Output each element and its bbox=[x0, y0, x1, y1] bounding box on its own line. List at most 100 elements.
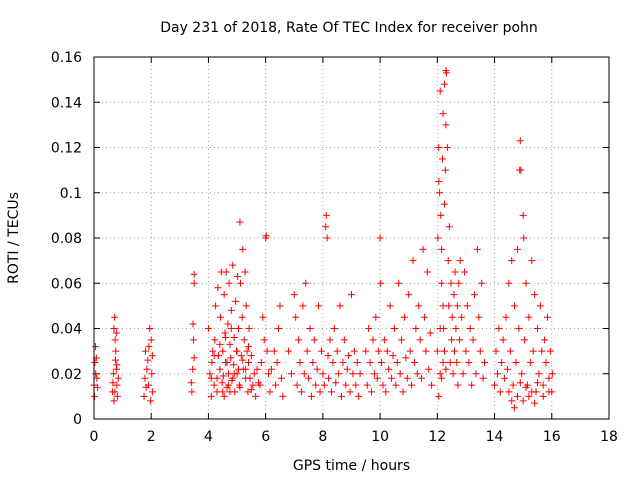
data-point bbox=[398, 336, 406, 344]
data-point bbox=[438, 374, 446, 382]
data-point bbox=[210, 352, 218, 360]
data-point bbox=[207, 392, 215, 400]
data-point bbox=[516, 137, 524, 145]
data-point bbox=[438, 155, 446, 163]
data-point bbox=[320, 381, 328, 389]
data-point bbox=[270, 347, 278, 355]
data-point bbox=[230, 334, 238, 342]
data-point bbox=[210, 381, 218, 389]
data-point bbox=[366, 358, 374, 366]
data-point bbox=[189, 320, 197, 328]
data-point bbox=[236, 383, 244, 391]
data-point bbox=[111, 388, 119, 396]
data-point bbox=[435, 392, 443, 400]
data-point bbox=[378, 358, 386, 366]
data-point bbox=[343, 365, 351, 373]
data-point bbox=[502, 313, 510, 321]
x-axis-title: GPS time / hours bbox=[293, 458, 410, 474]
data-point bbox=[448, 336, 456, 344]
data-point bbox=[246, 374, 254, 382]
data-point bbox=[219, 372, 227, 380]
data-point bbox=[388, 374, 396, 382]
data-point bbox=[528, 388, 536, 396]
data-point bbox=[478, 279, 486, 287]
data-point bbox=[509, 381, 517, 389]
data-point bbox=[322, 211, 330, 219]
data-point bbox=[406, 347, 414, 355]
data-point bbox=[451, 268, 459, 276]
data-point bbox=[305, 374, 313, 382]
data-point bbox=[439, 302, 447, 310]
data-point bbox=[420, 313, 428, 321]
data-point bbox=[113, 381, 121, 389]
data-point bbox=[433, 347, 441, 355]
data-point bbox=[299, 302, 307, 310]
data-point bbox=[529, 347, 537, 355]
data-point bbox=[456, 336, 464, 344]
data-point bbox=[142, 383, 150, 391]
data-point bbox=[236, 218, 244, 226]
data-point bbox=[147, 336, 155, 344]
data-point bbox=[377, 279, 385, 287]
data-point bbox=[448, 313, 456, 321]
data-point bbox=[214, 284, 222, 292]
data-point bbox=[548, 370, 556, 378]
data-point bbox=[227, 306, 235, 314]
data-point bbox=[499, 336, 507, 344]
data-point bbox=[402, 354, 410, 362]
data-point bbox=[425, 365, 433, 373]
data-point bbox=[409, 257, 417, 265]
data-point bbox=[306, 325, 314, 332]
data-point bbox=[512, 358, 520, 366]
data-point bbox=[220, 392, 228, 400]
data-point bbox=[111, 336, 119, 344]
data-point bbox=[542, 358, 550, 366]
data-point bbox=[112, 365, 120, 373]
data-point bbox=[224, 381, 232, 389]
x-tick-label: 0 bbox=[90, 429, 99, 445]
data-point bbox=[216, 340, 224, 348]
y-tick-label: 0.1 bbox=[60, 186, 82, 202]
data-point bbox=[211, 336, 219, 344]
data-point bbox=[259, 313, 267, 321]
data-point bbox=[313, 365, 321, 373]
data-point bbox=[112, 347, 120, 355]
data-point bbox=[408, 381, 416, 389]
data-point bbox=[349, 370, 357, 378]
data-point bbox=[452, 325, 460, 332]
data-point bbox=[393, 358, 401, 366]
data-point bbox=[216, 313, 224, 321]
data-point bbox=[148, 352, 156, 360]
data-point bbox=[518, 370, 526, 378]
data-point bbox=[418, 374, 426, 382]
data-point bbox=[190, 354, 198, 362]
data-point bbox=[256, 381, 264, 389]
data-point bbox=[219, 388, 227, 396]
data-point bbox=[363, 381, 371, 389]
data-point bbox=[109, 379, 117, 387]
data-point bbox=[229, 374, 237, 382]
data-point bbox=[146, 325, 154, 332]
data-point bbox=[300, 370, 308, 378]
data-point bbox=[243, 347, 251, 355]
data-point bbox=[112, 329, 120, 337]
data-point bbox=[262, 232, 270, 240]
data-point bbox=[223, 358, 231, 366]
data-point bbox=[208, 358, 216, 366]
data-point bbox=[242, 365, 250, 373]
data-point bbox=[382, 388, 390, 396]
data-point bbox=[370, 370, 378, 378]
x-tick-label: 12 bbox=[428, 429, 446, 445]
data-point bbox=[456, 257, 464, 265]
data-point bbox=[508, 397, 516, 405]
data-point bbox=[428, 381, 436, 389]
data-point bbox=[239, 245, 247, 253]
data-point bbox=[322, 223, 330, 231]
x-tick-label: 8 bbox=[318, 429, 327, 445]
data-point bbox=[232, 297, 240, 305]
data-point bbox=[533, 379, 541, 387]
data-point bbox=[436, 370, 444, 378]
x-tick-label: 10 bbox=[371, 429, 389, 445]
data-point bbox=[221, 329, 229, 337]
data-point bbox=[188, 388, 196, 396]
